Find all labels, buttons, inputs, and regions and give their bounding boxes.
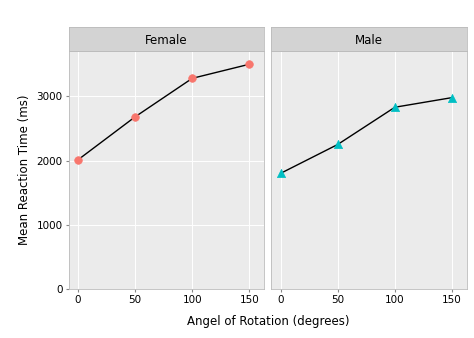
Point bbox=[246, 62, 253, 67]
Text: Female: Female bbox=[145, 34, 188, 47]
Point bbox=[189, 76, 196, 81]
Point bbox=[74, 157, 82, 163]
Point bbox=[277, 171, 284, 176]
Point bbox=[448, 95, 456, 100]
Text: Male: Male bbox=[355, 34, 383, 47]
Y-axis label: Mean Reaction Time (ms): Mean Reaction Time (ms) bbox=[18, 95, 31, 245]
Text: Angel of Rotation (degrees): Angel of Rotation (degrees) bbox=[187, 315, 349, 328]
Point bbox=[131, 114, 139, 120]
Point bbox=[391, 104, 399, 110]
Point bbox=[334, 142, 341, 147]
